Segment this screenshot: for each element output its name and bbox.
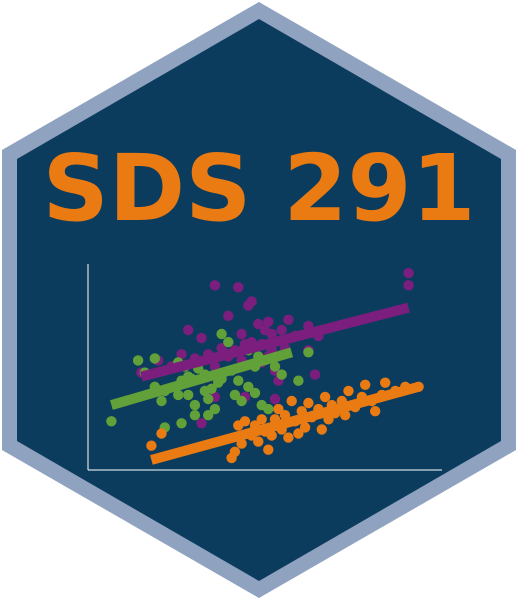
data-point [246,296,256,306]
data-point [156,396,166,406]
data-point [253,436,263,446]
data-point [360,380,370,390]
data-point [270,394,280,404]
data-point [236,396,246,406]
data-point [310,369,320,379]
data-point [223,311,233,321]
data-point [277,325,287,335]
data-point [203,410,213,420]
sticker-title: SDS 291 [43,135,476,242]
data-point [190,410,200,420]
data-point [403,268,413,278]
data-point [176,418,186,428]
data-point [370,406,380,416]
data-point [250,388,260,398]
data-point [216,329,226,339]
data-point [190,400,200,410]
data-point [263,317,273,327]
data-point [196,333,206,343]
data-point [263,404,273,414]
data-point [223,337,233,347]
data-point [233,282,243,292]
data-point [236,329,246,339]
data-point [303,398,313,408]
data-point [106,416,116,426]
data-point [343,386,353,396]
data-point [317,424,327,434]
data-point [263,445,273,455]
data-point [283,315,293,325]
data-point [380,378,390,388]
data-point [277,369,287,379]
data-point [257,414,267,424]
data-point [150,353,160,363]
data-point [293,376,303,386]
data-point [320,392,330,402]
data-point [240,416,250,426]
data-point [403,280,413,290]
data-point [287,396,297,406]
data-point [183,325,193,335]
data-point [133,355,143,365]
data-point [233,376,243,386]
data-point [183,390,193,400]
data-point [210,280,220,290]
data-point [303,347,313,357]
data-point [203,394,213,404]
data-point [283,432,293,442]
data-point [156,428,166,438]
data-point [146,441,156,451]
data-point [196,418,206,428]
data-point [230,447,240,457]
